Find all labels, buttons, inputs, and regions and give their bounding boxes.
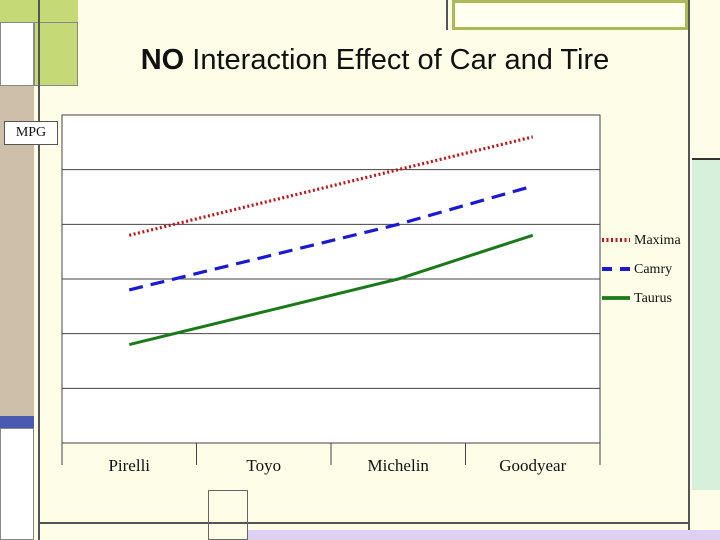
legend-label-taurus: Taurus bbox=[634, 291, 672, 306]
series-line-camry bbox=[128, 184, 534, 292]
series-lines bbox=[128, 135, 534, 347]
deco-box-white bbox=[0, 22, 34, 86]
x-tick-label: Toyo bbox=[246, 456, 281, 475]
deco-strip-blue bbox=[0, 416, 34, 428]
deco-strip-mint bbox=[692, 158, 720, 490]
deco-block-olive-tall bbox=[34, 22, 78, 86]
deco-line-top-a bbox=[446, 0, 448, 30]
category-dividers bbox=[61, 443, 601, 465]
deco-box-top-right bbox=[452, 0, 688, 30]
x-tick-label: Pirelli bbox=[108, 456, 150, 475]
deco-line-bottom bbox=[38, 522, 688, 524]
slide-title: NO Interaction Effect of Car and Tire bbox=[0, 44, 720, 77]
y-axis-label: MPG bbox=[4, 121, 58, 145]
legend: Maxima Camry Taurus bbox=[602, 233, 681, 306]
deco-box-bottomleft bbox=[0, 428, 34, 540]
series-line-maxima bbox=[128, 135, 534, 237]
title-rest: Interaction Effect of Car and Tire bbox=[184, 44, 610, 76]
legend-label-camry: Camry bbox=[634, 262, 672, 277]
title-emphasis: NO bbox=[140, 44, 185, 76]
legend-label-maxima: Maxima bbox=[634, 233, 681, 248]
deco-line-right bbox=[688, 0, 690, 540]
x-tick-label: Goodyear bbox=[499, 456, 566, 475]
deco-strip-lavender bbox=[248, 530, 720, 540]
x-tick-labels: Pirelli Toyo Michelin Goodyear bbox=[108, 456, 566, 475]
series-line-taurus bbox=[128, 233, 534, 347]
deco-line-left bbox=[38, 0, 40, 540]
gridlines bbox=[62, 114, 600, 444]
x-tick-label: Michelin bbox=[368, 456, 430, 475]
